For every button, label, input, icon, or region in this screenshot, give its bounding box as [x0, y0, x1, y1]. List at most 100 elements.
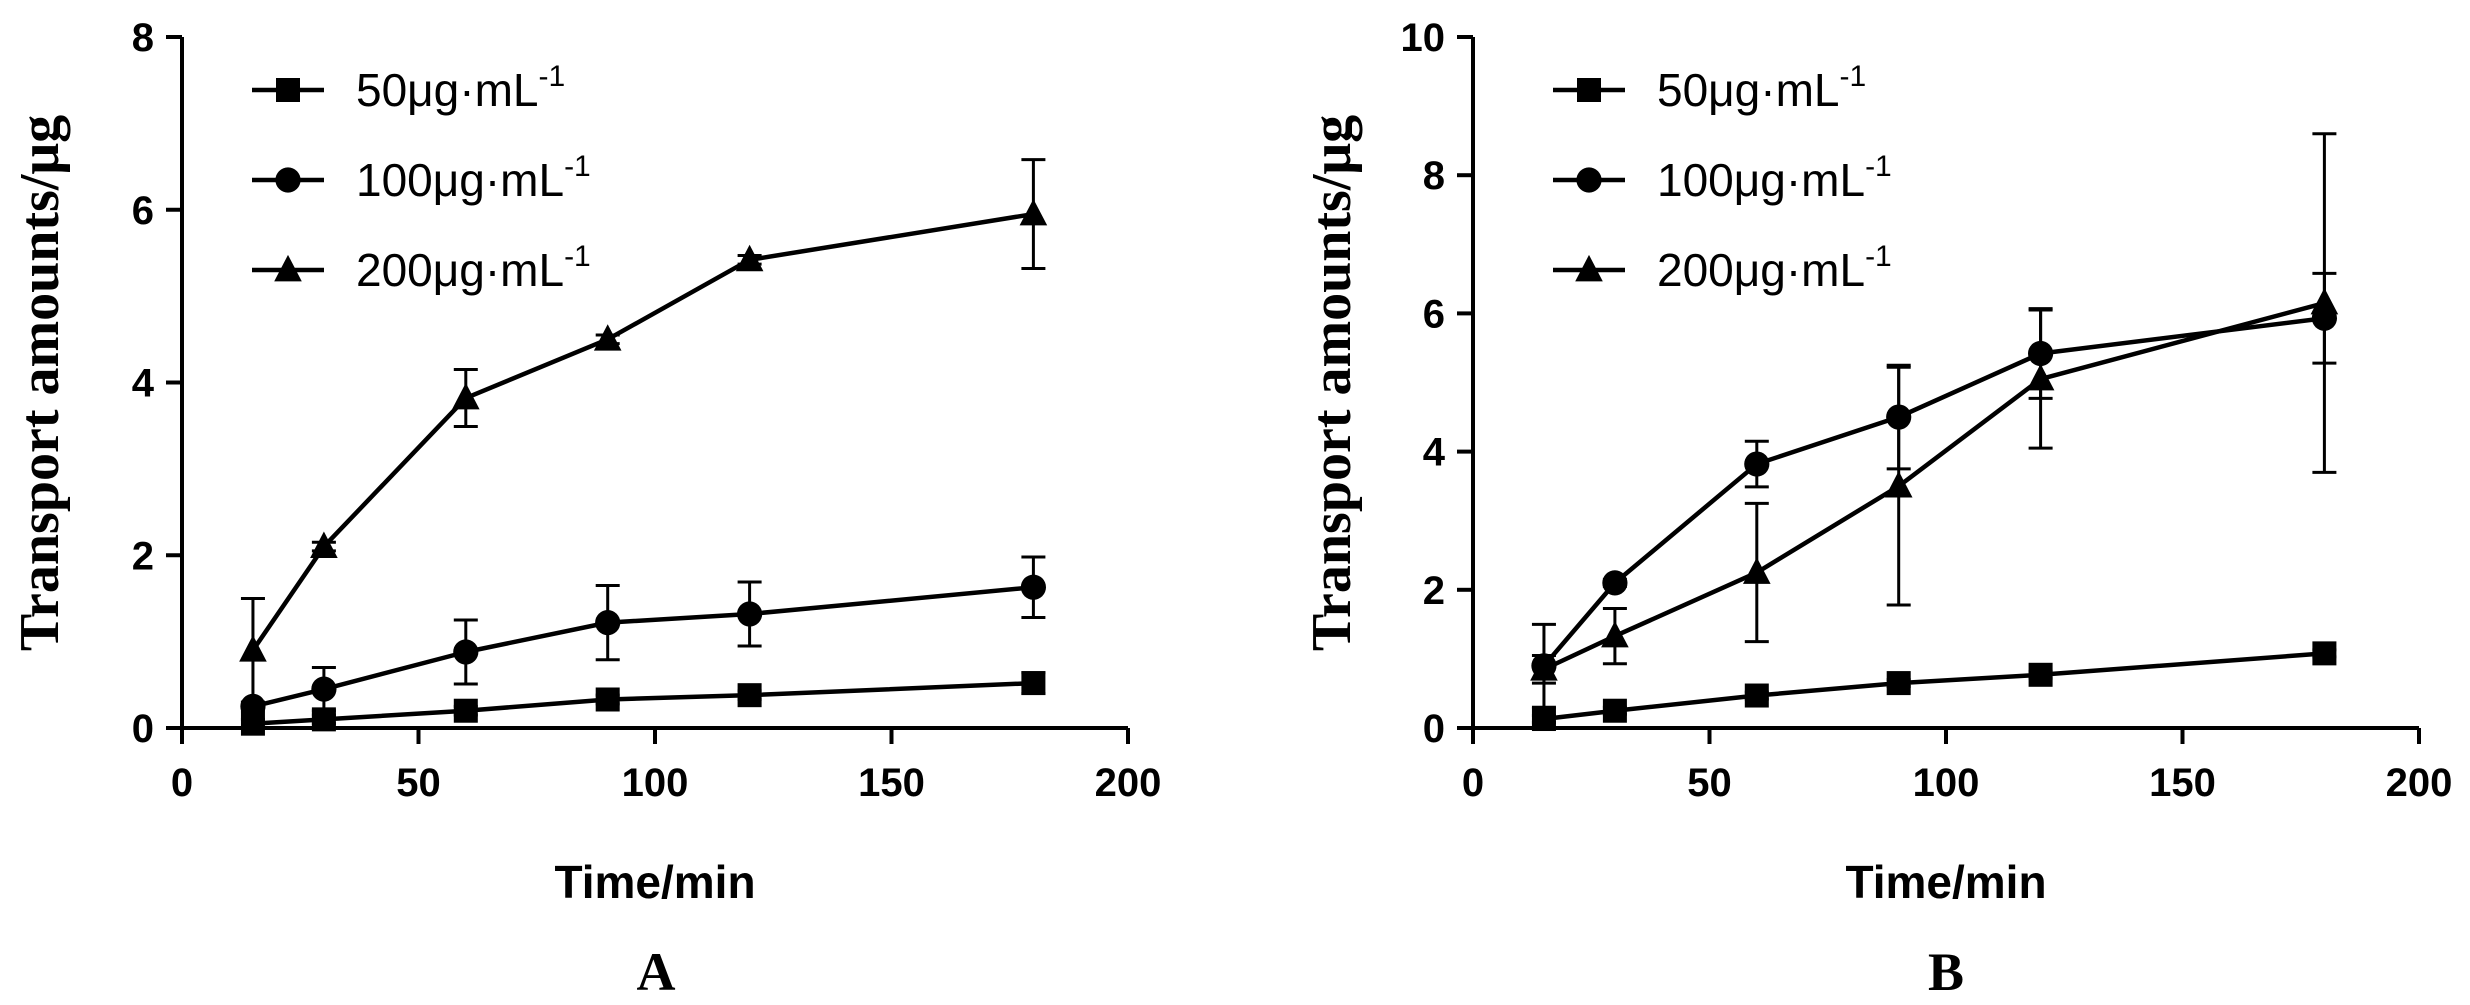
legend-label-superscript: -1	[1865, 240, 1892, 273]
legend-label-main: 200μg·mL	[356, 244, 564, 296]
series-circle	[1531, 271, 2337, 709]
series-line	[251, 211, 1034, 652]
x-tick-label: 200	[1095, 761, 1162, 805]
legend-label-superscript: -1	[564, 150, 591, 183]
legend-label: 50μg·mL-1	[1657, 60, 1866, 116]
x-tick-label: 50	[1687, 761, 1732, 805]
y-tick-label: 4	[132, 362, 155, 406]
legend-marker-square	[276, 78, 300, 102]
legend-entry: 100μg·mL-1	[252, 150, 591, 206]
x-tick-label: 150	[858, 761, 925, 805]
legend-label: 50μg·mL-1	[356, 60, 565, 116]
data-point-triangle	[1743, 557, 1771, 584]
legend-entry: 200μg·mL-1	[252, 240, 591, 296]
y-tick-label: 2	[132, 534, 154, 578]
legend-label-main: 100μg·mL	[1657, 154, 1865, 206]
data-point-triangle	[1530, 654, 1558, 681]
series-square	[1531, 641, 2337, 732]
data-point-circle	[737, 601, 763, 627]
y-tick-label: 6	[1423, 292, 1445, 336]
legend-entry: 200μg·mL-1	[1553, 240, 1892, 296]
data-point-circle	[453, 639, 479, 665]
data-point-circle	[1020, 574, 1046, 600]
data-point-triangle	[1601, 620, 1629, 648]
data-point-triangle	[2310, 287, 2339, 315]
y-tick-label: 8	[1423, 154, 1445, 198]
legend-marker-circle	[275, 167, 301, 193]
x-tick-label: 0	[171, 761, 193, 805]
legend-label-superscript: -1	[1865, 150, 1892, 183]
legend-label: 100μg·mL-1	[1657, 150, 1892, 206]
data-point-circle	[1744, 451, 1770, 477]
legend-marker-triangle	[274, 254, 302, 282]
data-point-square	[1602, 698, 1627, 723]
data-point-triangle	[735, 244, 764, 272]
series-triangle	[1530, 132, 2339, 685]
panel-label: B	[1928, 942, 1964, 1002]
chart-panel-a: 0 50 100 150 200 0 2 4 6 8 Time/min Transport amoun…	[9, 16, 1161, 1002]
legend-entry: 50μg·mL-1	[252, 60, 565, 116]
series-square	[240, 671, 1046, 736]
data-point-triangle	[1884, 471, 1913, 498]
data-point-triangle	[2026, 363, 2055, 391]
legend-label: 200μg·mL-1	[1657, 240, 1892, 296]
y-axis-label: Transport amounts/μg	[1301, 115, 1363, 651]
x-tick-label: 50	[396, 761, 441, 805]
y-tick-label: 0	[132, 707, 154, 751]
data-point-triangle	[452, 382, 480, 410]
data-point-triangle	[593, 324, 622, 351]
series-line	[1543, 651, 2325, 722]
series-triangle	[239, 158, 1048, 704]
x-tick-label: 100	[1913, 761, 1980, 805]
chart-panel-b: 0 50 100 150 200 0 2 4 6 8 10 Time/min Transport amo…	[1301, 16, 2452, 1002]
legend-label: 200μg·mL-1	[356, 240, 591, 296]
legend-label-main: 50μg·mL	[356, 64, 538, 116]
y-axis-label: Transport amounts/μg	[9, 115, 71, 651]
legend-entry: 50μg·mL-1	[1553, 60, 1866, 116]
x-tick-label: 200	[2386, 761, 2453, 805]
legend-label-main: 100μg·mL	[356, 154, 564, 206]
legend-label-main: 50μg·mL	[1657, 64, 1839, 116]
legend-label-superscript: -1	[538, 60, 565, 93]
series-circle	[240, 555, 1046, 720]
x-tick-label: 100	[622, 761, 689, 805]
data-point-square	[2312, 641, 2337, 666]
series-line	[252, 680, 1034, 726]
data-point-square	[737, 683, 762, 708]
data-point-square	[2028, 662, 2053, 687]
legend-marker-square	[1577, 78, 1601, 102]
data-point-square	[1744, 683, 1769, 708]
x-tick-label: 0	[1462, 761, 1484, 805]
data-point-circle	[311, 676, 337, 702]
legend-marker-triangle	[1575, 254, 1603, 282]
series-line	[1542, 300, 2325, 672]
y-tick-label: 10	[1401, 16, 1446, 60]
x-axis-label: Time/min	[1845, 856, 2046, 908]
data-point-circle	[595, 610, 621, 636]
data-point-triangle	[1019, 198, 1048, 226]
legend-marker-circle	[1576, 167, 1602, 193]
data-point-square	[595, 687, 620, 712]
x-axis-label: Time/min	[554, 856, 755, 908]
data-point-square	[1021, 671, 1046, 696]
legend-label: 100μg·mL-1	[356, 150, 591, 206]
y-tick-label: 8	[132, 16, 154, 60]
data-point-circle	[240, 693, 266, 720]
y-tick-label: 2	[1423, 569, 1445, 613]
x-tick-label: 150	[2149, 761, 2216, 805]
data-point-square	[453, 698, 478, 723]
series-line	[1542, 316, 2325, 668]
legend-label-main: 200μg·mL	[1657, 244, 1865, 296]
legend-label-superscript: -1	[564, 240, 591, 273]
legend-label-superscript: -1	[1839, 60, 1866, 93]
data-point-triangle	[239, 635, 267, 662]
y-tick-label: 6	[132, 189, 154, 233]
legend-entry: 100μg·mL-1	[1553, 150, 1892, 206]
panel-label: A	[637, 942, 676, 1002]
y-tick-label: 4	[1423, 431, 1446, 475]
data-point-triangle	[310, 531, 338, 558]
data-point-square	[1531, 707, 1556, 732]
y-tick-label: 0	[1423, 707, 1445, 751]
data-point-square	[1886, 671, 1911, 696]
